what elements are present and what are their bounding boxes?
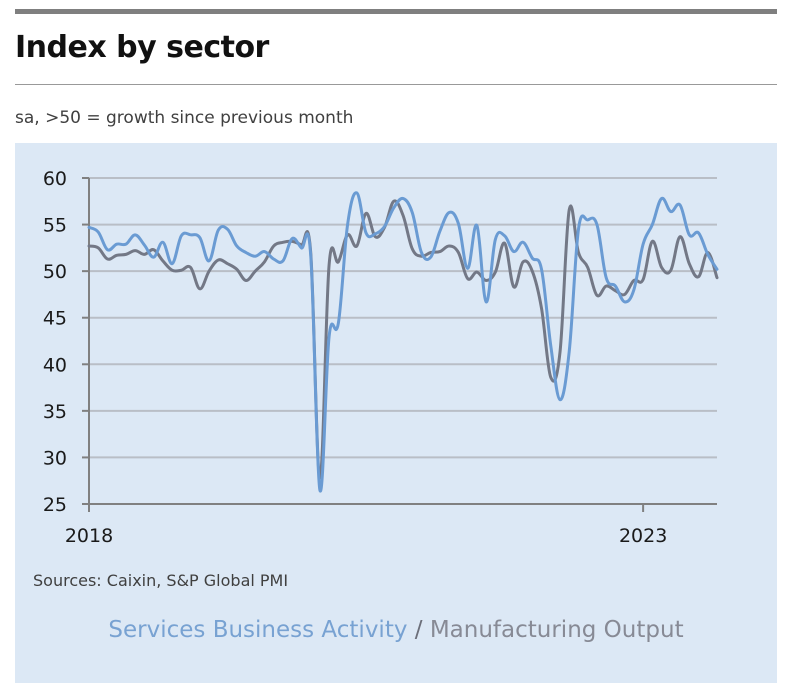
legend: Services Business Activity / Manufacturi… [15, 617, 777, 643]
series-line-services [87, 191, 719, 493]
y-tick-label-45: 45 [43, 308, 67, 330]
legend-separator: / [414, 617, 423, 643]
title-divider [15, 84, 777, 85]
top-rule [15, 9, 777, 14]
y-tick-label-25: 25 [43, 494, 67, 516]
y-tick-label-55: 55 [43, 215, 67, 237]
y-tick-label-30: 30 [43, 447, 67, 469]
gridlines [89, 177, 717, 459]
series-lines [87, 191, 719, 493]
chart-subtitle: sa, >50 = growth since previous month [15, 108, 354, 128]
x-tick-label-2023: 2023 [619, 525, 667, 547]
legend-item-services: Services Business Activity [108, 617, 408, 643]
y-tick-label-40: 40 [43, 354, 67, 376]
line-chart: 25 30 35 40 45 50 55 60 2018 2023 [43, 168, 719, 547]
axes: 25 30 35 40 45 50 55 60 2018 2023 [43, 168, 717, 547]
x-tick-label-2018: 2018 [65, 525, 113, 547]
y-tick-label-50: 50 [43, 261, 67, 283]
y-tick-label-60: 60 [43, 168, 67, 190]
source-note: Sources: Caixin, S&P Global PMI [33, 571, 289, 590]
y-tick-label-35: 35 [43, 401, 67, 423]
legend-item-manufacturing: Manufacturing Output [429, 617, 684, 643]
page-title: Index by sector [15, 30, 269, 65]
chart-panel [15, 143, 777, 683]
series-line-manufacturing [87, 199, 719, 480]
